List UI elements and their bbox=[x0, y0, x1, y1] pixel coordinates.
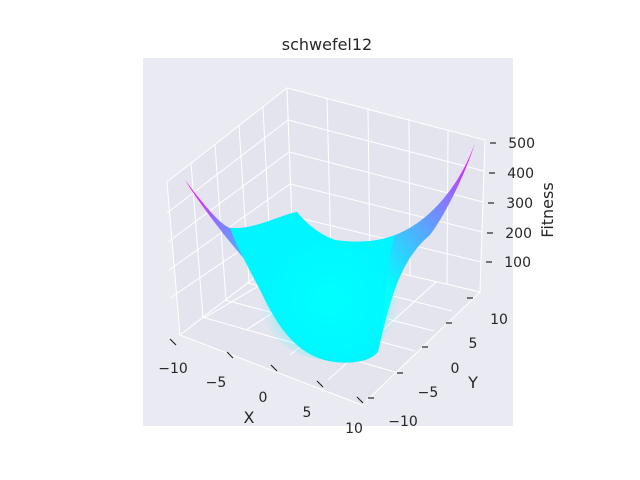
y-tick-label-3: 5 bbox=[469, 336, 478, 352]
x-tick-label-3: 5 bbox=[303, 405, 312, 421]
x-tick-label-1: −5 bbox=[206, 375, 227, 391]
right-pane-hgrid-0 bbox=[287, 119, 485, 172]
left-pane-hgrid-0 bbox=[166, 119, 289, 214]
left-pane-hgrid-2 bbox=[168, 183, 291, 271]
x-axis-label: X bbox=[244, 408, 255, 427]
x-tick-label-2: 0 bbox=[259, 390, 268, 406]
right-pane-vgrid-0 bbox=[326, 97, 332, 258]
z-axis-label: Fitness bbox=[538, 182, 557, 237]
chart-title: schwefel12 bbox=[282, 35, 372, 54]
y-tick-label-1: −5 bbox=[418, 385, 439, 401]
x-tick-mark-2 bbox=[270, 364, 278, 372]
x-tick-mark-1 bbox=[226, 351, 234, 359]
y-tick-label-4: 10 bbox=[490, 312, 508, 328]
z-tick-label-2: 300 bbox=[506, 196, 533, 212]
x-tick-label-0: −10 bbox=[158, 361, 188, 377]
surface-basin-highlight bbox=[260, 240, 400, 360]
x-tick-mark-0 bbox=[169, 338, 177, 346]
z-tick-label-1: 200 bbox=[505, 226, 532, 242]
y-tick-label-0: −10 bbox=[388, 414, 418, 430]
y-tick-label-2: 0 bbox=[451, 361, 460, 377]
x-tick-mark-3 bbox=[316, 380, 324, 388]
right-pane-vgrid-1 bbox=[367, 107, 371, 268]
right-pane-hgrid-2 bbox=[289, 183, 483, 233]
right-pane-vgrid-3 bbox=[446, 129, 449, 285]
z-tick-label-0: 100 bbox=[504, 255, 531, 271]
z-tick-label-4: 500 bbox=[508, 136, 535, 152]
z-tick-label-3: 400 bbox=[507, 166, 534, 182]
x-tick-mark-4 bbox=[356, 396, 364, 404]
surface bbox=[185, 143, 475, 363]
left-pane-hgrid-1 bbox=[167, 151, 290, 243]
y-axis-label: Y bbox=[467, 373, 478, 392]
x-tick-label-4: 10 bbox=[345, 421, 363, 437]
left-pane-vgrid-0 bbox=[190, 162, 204, 319]
